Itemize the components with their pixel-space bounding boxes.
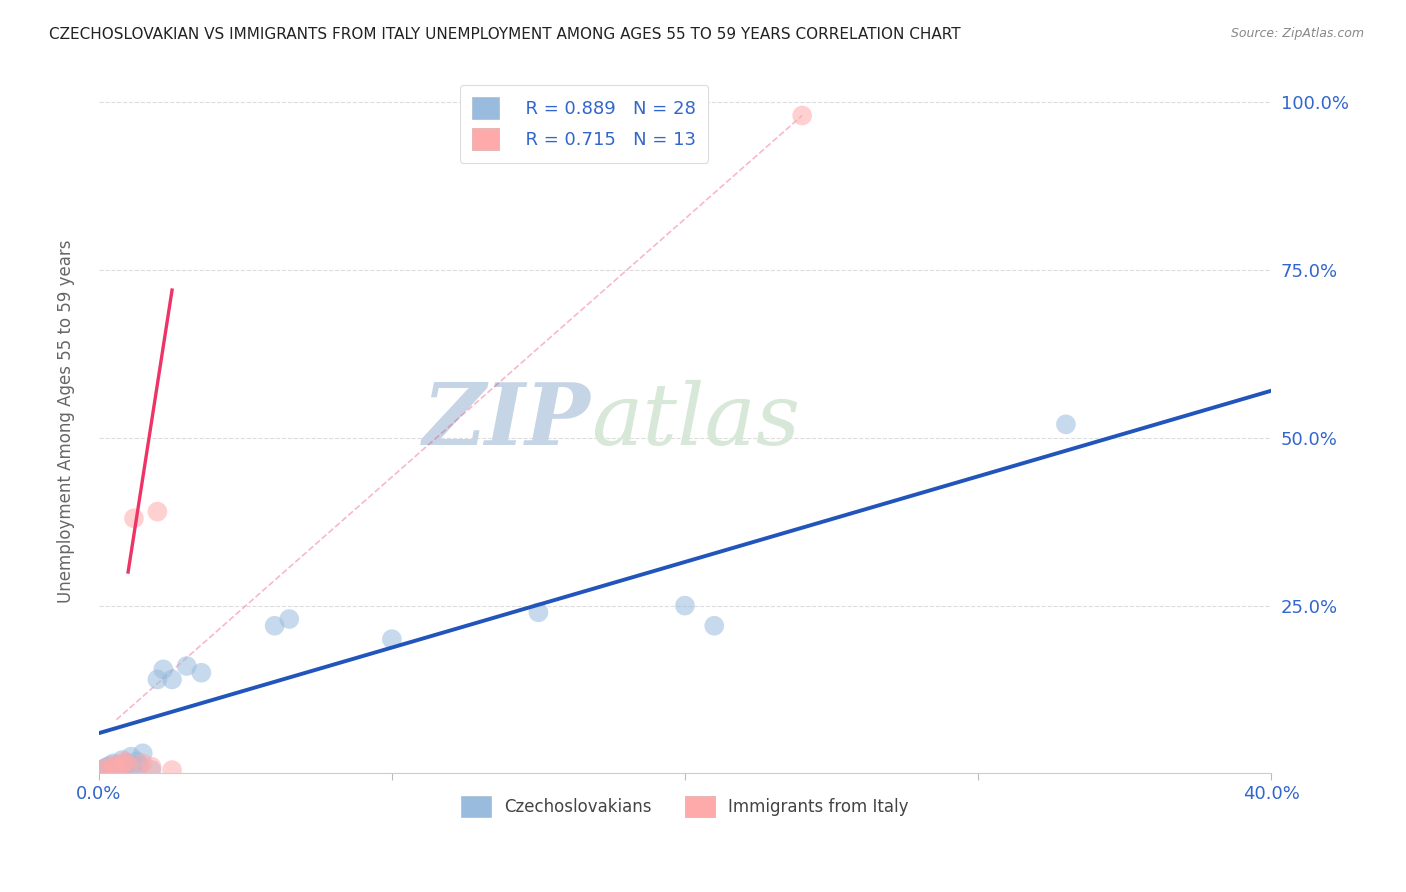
Point: [100, 758, 122, 772]
Point: [278, 612, 301, 626]
Point: [1054, 417, 1077, 432]
Point: [141, 763, 163, 777]
Point: [97, 760, 120, 774]
Point: [111, 756, 134, 771]
Point: [146, 505, 169, 519]
Point: [141, 760, 163, 774]
Point: [146, 673, 169, 687]
Legend: Czechoslovakians, Immigrants from Italy: Czechoslovakians, Immigrants from Italy: [453, 788, 917, 825]
Text: CZECHOSLOVAKIAN VS IMMIGRANTS FROM ITALY UNEMPLOYMENT AMONG AGES 55 TO 59 YEARS : CZECHOSLOVAKIAN VS IMMIGRANTS FROM ITALY…: [49, 27, 960, 42]
Point: [381, 632, 404, 647]
Point: [792, 109, 814, 123]
Point: [128, 758, 150, 772]
Point: [97, 761, 120, 775]
Point: [160, 763, 183, 777]
Point: [93, 761, 115, 775]
Point: [117, 756, 139, 771]
Point: [114, 755, 136, 769]
Y-axis label: Unemployment Among Ages 55 to 59 years: Unemployment Among Ages 55 to 59 years: [58, 239, 75, 603]
Point: [111, 753, 134, 767]
Point: [103, 758, 125, 772]
Point: [122, 511, 145, 525]
Point: [108, 758, 131, 772]
Point: [527, 605, 550, 619]
Point: [703, 618, 725, 632]
Point: [132, 746, 155, 760]
Point: [90, 763, 112, 777]
Point: [120, 749, 142, 764]
Text: Source: ZipAtlas.com: Source: ZipAtlas.com: [1230, 27, 1364, 40]
Point: [190, 665, 212, 680]
Point: [103, 756, 125, 771]
Point: [117, 758, 139, 772]
Point: [122, 760, 145, 774]
Point: [160, 673, 183, 687]
Point: [673, 599, 696, 613]
Point: [105, 760, 128, 774]
Point: [125, 755, 148, 769]
Text: ZIP: ZIP: [423, 379, 591, 463]
Point: [152, 662, 174, 676]
Point: [132, 756, 155, 771]
Point: [114, 760, 136, 774]
Point: [90, 763, 112, 777]
Text: atlas: atlas: [591, 380, 800, 462]
Point: [263, 618, 285, 632]
Point: [176, 659, 198, 673]
Point: [105, 761, 128, 775]
